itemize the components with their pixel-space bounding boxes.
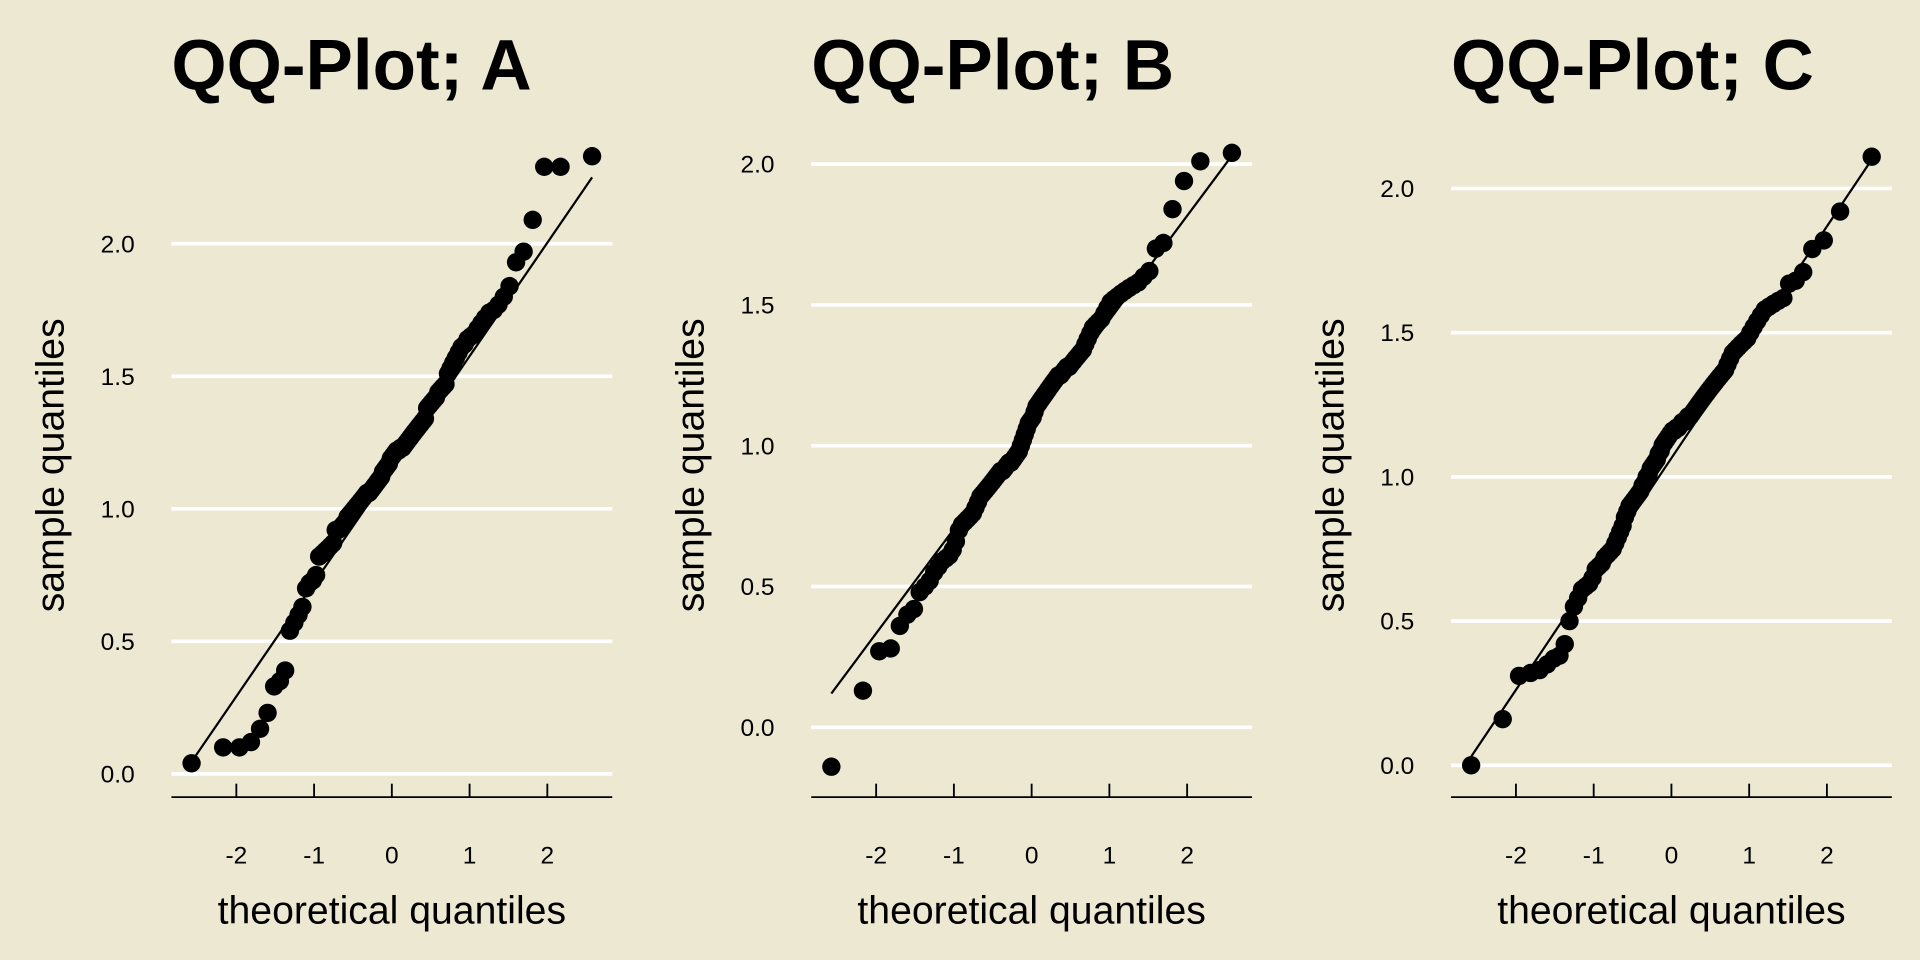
x-tick-label: 1 — [463, 842, 477, 869]
chart-title: QQ-Plot; C — [1451, 26, 1814, 105]
data-point — [1191, 152, 1210, 171]
y-tick-label: 0.5 — [1380, 609, 1414, 636]
data-point — [582, 147, 602, 166]
data-point — [293, 597, 312, 617]
qq-panel-a: QQ-Plot; A 0.0 0.5 1.0 1.5 2.0 -2 -1 0 1 2 theoreti… — [30, 26, 613, 932]
data-point — [853, 681, 873, 700]
data-point — [213, 738, 233, 757]
x-tick-label: -2 — [1505, 842, 1527, 869]
data-point — [306, 565, 326, 585]
x-tick-label: 2 — [1180, 842, 1194, 869]
x-tick-label: -2 — [225, 842, 247, 869]
x-axis-title: theoretical quantiles — [1497, 889, 1845, 932]
y-tick-label: 1.5 — [1380, 320, 1414, 347]
y-tick-label: 2.0 — [101, 231, 135, 258]
y-tick-label: 0.0 — [1380, 753, 1414, 780]
chart-title: QQ-Plot; A — [171, 26, 531, 105]
data-point — [1560, 611, 1579, 631]
x-tick-label: 1 — [1103, 842, 1117, 869]
data-point — [881, 639, 900, 658]
x-tick-label: 2 — [541, 842, 555, 869]
data-point — [1222, 143, 1242, 163]
data-point — [275, 661, 295, 680]
x-axis-title: theoretical quantiles — [218, 889, 566, 932]
x-tick-label: 0 — [1665, 842, 1679, 869]
data-point — [514, 242, 533, 261]
y-tick-label: 2.0 — [1380, 176, 1414, 203]
y-tick-label: 1.5 — [740, 292, 774, 319]
data-point — [1814, 231, 1833, 250]
x-tick-label: -1 — [303, 842, 325, 869]
y-tick-label: 1.0 — [740, 433, 774, 460]
data-point — [1154, 233, 1173, 253]
y-axis-title: sample quantiles — [30, 318, 73, 612]
y-axis-title: sample quantiles — [1309, 318, 1352, 612]
y-tick-label: 0.0 — [740, 715, 774, 742]
data-point — [500, 276, 519, 296]
x-tick-label: 0 — [385, 842, 399, 869]
y-tick-label: 2.0 — [740, 152, 774, 179]
data-point — [822, 757, 841, 776]
y-tick-label: 0.5 — [101, 629, 135, 656]
data-point — [523, 210, 542, 230]
qq-panel-c: QQ-Plot; C 0.0 0.5 1.0 1.5 2.0 -2 -1 0 1 2 theoreti… — [1309, 26, 1892, 932]
data-point — [1461, 756, 1481, 775]
y-axis-title: sample quantiles — [669, 318, 712, 612]
data-point — [250, 719, 270, 739]
qq-panel-b: QQ-Plot; B 0.0 0.5 1.0 1.5 2.0 -2 -1 0 1 2 theoreti… — [669, 26, 1253, 932]
data-point — [1862, 147, 1881, 166]
data-point — [551, 157, 570, 177]
data-point — [241, 732, 261, 752]
y-tick-label: 1.0 — [101, 496, 135, 523]
data-point — [1830, 202, 1850, 221]
y-tick-label: 0.0 — [101, 761, 135, 788]
chart-title: QQ-Plot; B — [811, 26, 1174, 105]
data-point — [1555, 634, 1574, 654]
y-tick-label: 1.0 — [1380, 464, 1414, 491]
data-point — [1794, 262, 1813, 282]
data-point — [1774, 288, 1793, 308]
data-point — [1493, 709, 1512, 729]
x-axis-title: theoretical quantiles — [857, 889, 1205, 932]
data-point — [1140, 261, 1159, 281]
x-tick-label: -1 — [1583, 842, 1605, 869]
data-point — [535, 157, 554, 177]
x-tick-label: 2 — [1820, 842, 1834, 869]
reference-line — [1470, 159, 1873, 758]
data-point — [258, 703, 277, 723]
data-point — [1174, 171, 1194, 191]
y-tick-label: 0.5 — [740, 574, 774, 601]
x-tick-label: -2 — [865, 842, 887, 869]
x-tick-label: -1 — [943, 842, 965, 869]
data-point — [904, 599, 924, 619]
data-point — [182, 754, 201, 773]
y-tick-label: 1.5 — [101, 364, 135, 391]
x-tick-label: 1 — [1742, 842, 1756, 869]
x-tick-label: 0 — [1025, 842, 1039, 869]
data-point — [1163, 199, 1182, 219]
